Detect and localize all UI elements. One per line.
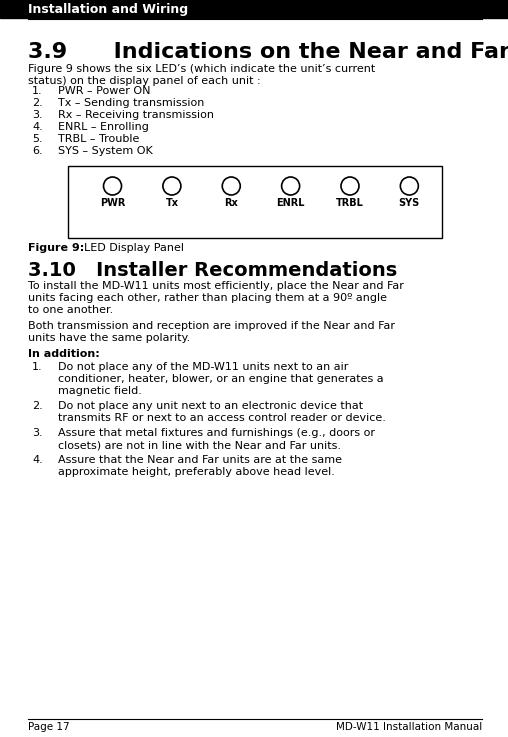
Text: 2.: 2. [32,98,43,108]
Text: 3.: 3. [32,428,43,438]
Text: 1.: 1. [32,362,43,372]
Text: SYS – System OK: SYS – System OK [58,146,153,156]
Text: 1.: 1. [32,86,43,96]
Circle shape [223,177,240,195]
Text: 5.: 5. [32,134,43,144]
Text: Assure that the Near and Far units are at the same: Assure that the Near and Far units are a… [58,455,342,465]
Text: To install the MD-W11 units most efficiently, place the Near and Far: To install the MD-W11 units most efficie… [28,281,404,291]
Text: In addition:: In addition: [28,349,100,359]
Text: conditioner, heater, blower, or an engine that generates a: conditioner, heater, blower, or an engin… [58,374,384,384]
Text: 3.10   Installer Recommendations: 3.10 Installer Recommendations [28,261,397,280]
Text: status) on the display panel of each unit :: status) on the display panel of each uni… [28,76,261,86]
Bar [68,166,442,238]
Text: transmits RF or next to an access control reader or device.: transmits RF or next to an access contro… [58,413,386,423]
Text: closets) are not in line with the Near and Far units.: closets) are not in line with the Near a… [58,440,341,450]
Text: PWR – Power ON: PWR – Power ON [58,86,150,96]
Text: units have the same polarity.: units have the same polarity. [28,333,190,343]
Text: 4.: 4. [32,455,43,465]
Text: 2.: 2. [32,401,43,411]
Text: SYS: SYS [399,198,420,208]
Text: Tx – Sending transmission: Tx – Sending transmission [58,98,204,108]
Text: 3.9      Indications on the Near and Far Units: 3.9 Indications on the Near and Far Unit… [28,42,508,62]
Circle shape [163,177,181,195]
Text: PWR: PWR [100,198,125,208]
Text: Page 17: Page 17 [28,722,70,732]
Text: Installation and Wiring: Installation and Wiring [28,2,188,15]
Text: to one another.: to one another. [28,305,113,315]
Text: MD-W11 Installation Manual: MD-W11 Installation Manual [336,722,482,732]
Text: 6.: 6. [32,146,43,156]
Text: magnetic field.: magnetic field. [58,386,142,396]
Circle shape [104,177,121,195]
Text: Do not place any unit next to an electronic device that: Do not place any unit next to an electro… [58,401,363,411]
Text: Rx – Receiving transmission: Rx – Receiving transmission [58,110,214,120]
Text: LED Display Panel: LED Display Panel [70,243,184,253]
Text: Do not place any of the MD-W11 units next to an air: Do not place any of the MD-W11 units nex… [58,362,348,372]
Text: ENRL: ENRL [276,198,305,208]
Text: Tx: Tx [166,198,178,208]
Text: Assure that metal fixtures and furnishings (e.g., doors or: Assure that metal fixtures and furnishin… [58,428,375,438]
Text: TRBL – Trouble: TRBL – Trouble [58,134,139,144]
Text: Figure 9:: Figure 9: [28,243,84,253]
Circle shape [400,177,419,195]
Text: units facing each other, rather than placing them at a 90º angle: units facing each other, rather than pla… [28,293,387,303]
Bar [0,0,508,18]
Text: ENRL – Enrolling: ENRL – Enrolling [58,122,149,132]
Text: Both transmission and reception are improved if the Near and Far: Both transmission and reception are impr… [28,321,395,331]
Text: TRBL: TRBL [336,198,364,208]
Text: Rx: Rx [225,198,238,208]
Text: Figure 9 shows the six LED’s (which indicate the unit’s current: Figure 9 shows the six LED’s (which indi… [28,64,375,74]
Circle shape [341,177,359,195]
Text: approximate height, preferably above head level.: approximate height, preferably above hea… [58,467,335,477]
Text: 3.: 3. [32,110,43,120]
Circle shape [281,177,300,195]
Text: 4.: 4. [32,122,43,132]
